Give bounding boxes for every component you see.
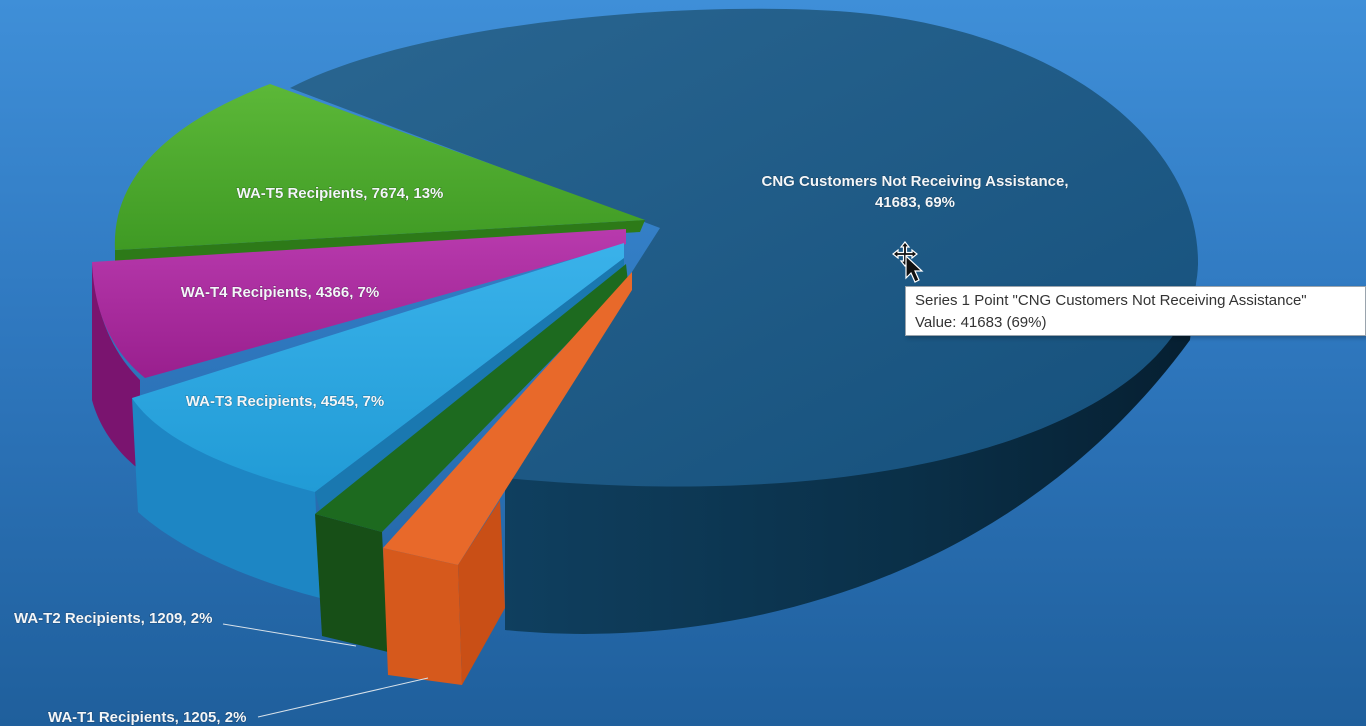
pie-slice-wa-t1-side [383,548,462,685]
tooltip-point-text: Series 1 Point "CNG Customers Not Receiv… [915,292,1307,309]
move-cursor-icon [892,241,924,283]
pie-slice-wa-t2-recipients[interactable]: WA-T2 Recipients: 1209 (2%) [315,264,628,532]
data-label-t2: WA-T2 Recipients, 1209, 2% [14,610,212,627]
pie-slice-cng-side [505,262,1198,634]
data-label-cng-line1: CNG Customers Not Receiving Assistance, [761,173,1068,190]
tooltip-value-text: Value: 41683 (69%) [915,314,1047,331]
pie-slice-wa-t4-side [92,262,140,470]
data-label-t1: WA-T1 Recipients, 1205, 2% [48,709,246,726]
data-label-t4: WA-T4 Recipients, 4366, 7% [181,284,379,301]
pie-slice-wa-t3-recipients[interactable]: WA-T3 Recipients: 4545 (7%) [132,243,624,492]
pie-slice-wa-t2-side [315,514,388,652]
chart-tooltip: Series 1 Point "CNG Customers Not Receiv… [905,286,1366,336]
pie-slice-wa-t4-recipients[interactable]: WA-T4 Recipients: 4366 (7%) [92,229,626,378]
pie-slice-wa-t3-side [132,398,320,598]
pie-slice-wa-t1-recipients[interactable]: WA-T1 Recipients: 1205 (2%) [383,272,632,565]
pie-slice-wa-t5-recipients[interactable]: WA-T5 Recipients: 7674 (13%) [114,84,645,250]
data-label-cng-line2: 41683, 69% [875,194,955,211]
data-label-t3: WA-T3 Recipients, 4545, 7% [186,393,384,410]
data-label-t5: WA-T5 Recipients, 7674, 13% [237,185,444,202]
pie-slice-cng-customers-not-receiving-assistance[interactable]: CNG Customers Not Receiving Assistance: … [290,8,1198,487]
pie-slice-edge [315,258,624,510]
leader-line-t2 [222,623,357,647]
pie-slice-edge [458,500,505,685]
leader-line-t1 [257,677,429,718]
pie-slice-wa-t5-side [115,220,645,262]
